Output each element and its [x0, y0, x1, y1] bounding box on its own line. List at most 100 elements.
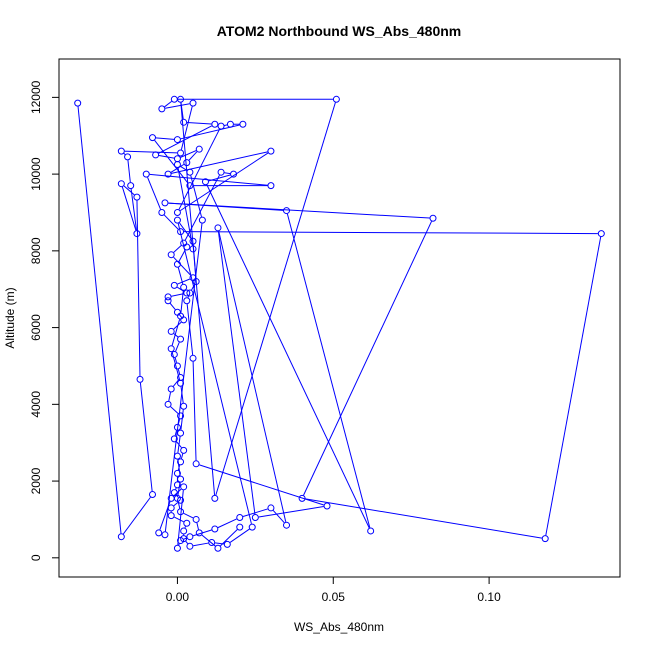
- series-segment: [180, 165, 188, 171]
- series-segment: [224, 124, 228, 126]
- data-point: [170, 489, 178, 497]
- series-segment: [175, 487, 177, 490]
- series-segment: [158, 125, 213, 154]
- data-point: [127, 182, 135, 190]
- data-point: [189, 245, 197, 253]
- data-point: [117, 180, 125, 188]
- series-segment: [158, 155, 175, 159]
- data-point: [173, 216, 181, 224]
- data-point: [170, 95, 178, 103]
- series-segment: [136, 200, 141, 377]
- data-point: [177, 537, 185, 545]
- x-axis-label: WS_Abs_480nm: [294, 620, 384, 634]
- data-point: [226, 120, 234, 128]
- series-segment: [183, 512, 194, 519]
- data-point: [180, 283, 188, 291]
- series-segment: [190, 175, 202, 217]
- series-segment: [305, 498, 542, 539]
- data-point: [149, 491, 156, 499]
- data-point: [186, 182, 194, 190]
- data-point: [177, 335, 185, 343]
- series-segment: [154, 140, 189, 184]
- series-segment: [187, 296, 190, 298]
- data-point: [142, 170, 150, 178]
- series-segment: [173, 245, 182, 253]
- data-point: [158, 105, 166, 113]
- series-segment: [180, 102, 184, 120]
- series-segment: [192, 361, 197, 461]
- series-group: [74, 95, 605, 552]
- data-point: [161, 199, 169, 207]
- data-point: [186, 168, 194, 176]
- plot-frame: [58, 58, 621, 578]
- series-segment: [168, 202, 284, 211]
- series-segment: [215, 102, 336, 496]
- data-point: [236, 514, 244, 522]
- series-segment: [184, 174, 220, 241]
- data-point: [173, 161, 181, 169]
- data-point: [214, 224, 222, 232]
- series-segment: [177, 267, 184, 285]
- data-point: [251, 514, 259, 522]
- data-point: [198, 216, 206, 224]
- data-point: [173, 423, 181, 431]
- series-segment: [187, 122, 212, 125]
- data-point: [183, 297, 191, 305]
- series-segment: [186, 304, 194, 355]
- series-segment: [177, 482, 181, 496]
- data-point: [177, 412, 185, 420]
- data-point: [267, 147, 275, 155]
- data-point: [239, 120, 247, 128]
- data-point: [332, 95, 340, 103]
- series-segment: [177, 490, 184, 545]
- data-point: [136, 375, 144, 383]
- data-point: [183, 519, 191, 527]
- series-segment: [122, 496, 151, 535]
- data-point: [192, 278, 200, 286]
- data-point: [164, 170, 172, 178]
- series-segment: [173, 256, 192, 276]
- y-tick-label: 4000: [29, 391, 43, 418]
- series-segment: [303, 221, 433, 496]
- y-tick-label: 6000: [29, 314, 43, 341]
- data-point: [183, 243, 191, 251]
- data-point: [267, 504, 275, 512]
- x-tick-label: 0.10: [477, 590, 501, 604]
- data-point: [230, 170, 238, 178]
- series-segment: [217, 518, 237, 529]
- data-point: [124, 153, 132, 161]
- series-segment: [242, 508, 268, 518]
- series-segment: [545, 236, 602, 536]
- data-point: [183, 159, 191, 167]
- x-tick-label: 0.00: [166, 590, 190, 604]
- data-point: [217, 122, 225, 130]
- data-point: [177, 373, 185, 381]
- series-segment: [130, 188, 137, 231]
- data-point: [186, 289, 194, 297]
- data-point: [214, 544, 222, 552]
- data-point: [597, 230, 605, 238]
- data-point: [74, 99, 82, 107]
- series-segment: [171, 319, 181, 346]
- series-segment: [77, 106, 122, 534]
- series-segment: [123, 185, 135, 196]
- series-segment: [196, 522, 199, 530]
- series-segment: [201, 534, 216, 547]
- series-segment: [180, 290, 184, 313]
- series-segment: [180, 150, 197, 158]
- series-segment: [168, 392, 172, 402]
- data-point: [183, 289, 191, 297]
- series-segment: [169, 303, 176, 310]
- series-segment: [178, 543, 180, 546]
- data-point: [298, 494, 306, 502]
- data-point: [177, 312, 185, 320]
- series-segment: [183, 231, 598, 235]
- series-segment: [173, 333, 179, 338]
- series-segment: [178, 128, 220, 210]
- series-segment: [164, 100, 172, 108]
- series-segment: [272, 510, 285, 524]
- series-segment: [123, 153, 126, 155]
- data-point: [236, 523, 244, 531]
- y-tick-label: 2000: [29, 467, 43, 494]
